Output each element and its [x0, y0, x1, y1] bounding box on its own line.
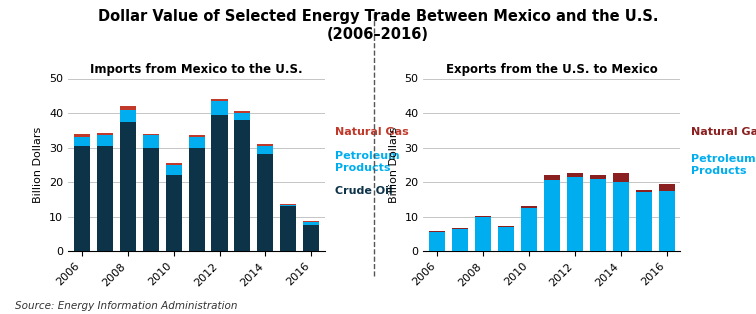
Bar — [234, 111, 250, 113]
Bar — [119, 122, 136, 251]
Bar — [636, 192, 652, 251]
Title: Imports from Mexico to the U.S.: Imports from Mexico to the U.S. — [90, 63, 303, 76]
Bar — [280, 206, 296, 251]
Bar — [452, 230, 468, 251]
Bar — [119, 110, 136, 122]
Bar — [166, 163, 181, 165]
Bar — [567, 173, 583, 177]
Text: Petroleum
Products: Petroleum Products — [691, 154, 755, 176]
Bar — [280, 204, 296, 205]
Bar — [280, 205, 296, 206]
Bar — [612, 182, 629, 251]
Bar — [544, 175, 560, 180]
Bar — [74, 134, 90, 137]
Text: Dollar Value of Selected Energy Trade Between Mexico and the U.S.
(2006–2016): Dollar Value of Selected Energy Trade Be… — [98, 9, 658, 42]
Bar — [97, 146, 113, 251]
Title: Exports from the U.S. to Mexico: Exports from the U.S. to Mexico — [446, 63, 658, 76]
Bar — [429, 232, 445, 251]
Bar — [658, 184, 674, 191]
Bar — [521, 208, 537, 251]
Bar — [234, 113, 250, 120]
Bar — [143, 136, 159, 148]
Bar — [498, 227, 514, 251]
Bar — [475, 217, 491, 251]
Bar — [475, 216, 491, 217]
Bar — [612, 173, 629, 182]
Bar — [119, 106, 136, 110]
Bar — [303, 221, 319, 222]
Bar — [636, 190, 652, 192]
Bar — [212, 115, 228, 251]
Bar — [212, 101, 228, 115]
Bar — [567, 177, 583, 251]
Bar — [97, 133, 113, 136]
Bar — [590, 175, 606, 179]
Bar — [143, 134, 159, 136]
Bar — [257, 146, 274, 154]
Bar — [498, 226, 514, 227]
Y-axis label: Billion Dollars: Billion Dollars — [389, 127, 399, 203]
Text: Crude Oil: Crude Oil — [336, 186, 393, 196]
Bar — [74, 137, 90, 146]
Bar — [303, 225, 319, 251]
Bar — [212, 99, 228, 101]
Bar — [544, 180, 560, 251]
Bar — [234, 120, 250, 251]
Bar — [590, 179, 606, 251]
Text: Petroleum
Products: Petroleum Products — [336, 151, 400, 173]
Bar — [166, 175, 181, 251]
Text: Natural Gas: Natural Gas — [336, 127, 409, 137]
Y-axis label: Billion Dollars: Billion Dollars — [33, 127, 44, 203]
Bar — [452, 228, 468, 230]
Bar — [303, 222, 319, 225]
Text: Natural Gas: Natural Gas — [691, 127, 756, 137]
Bar — [521, 206, 537, 208]
Bar — [188, 137, 205, 148]
Bar — [74, 146, 90, 251]
Bar — [188, 136, 205, 137]
Bar — [257, 144, 274, 146]
Bar — [143, 148, 159, 251]
Bar — [97, 136, 113, 146]
Bar — [429, 231, 445, 232]
Bar — [658, 191, 674, 251]
Bar — [257, 154, 274, 251]
Bar — [188, 148, 205, 251]
Bar — [166, 165, 181, 175]
Text: Source: Energy Information Administration: Source: Energy Information Administratio… — [15, 301, 237, 311]
